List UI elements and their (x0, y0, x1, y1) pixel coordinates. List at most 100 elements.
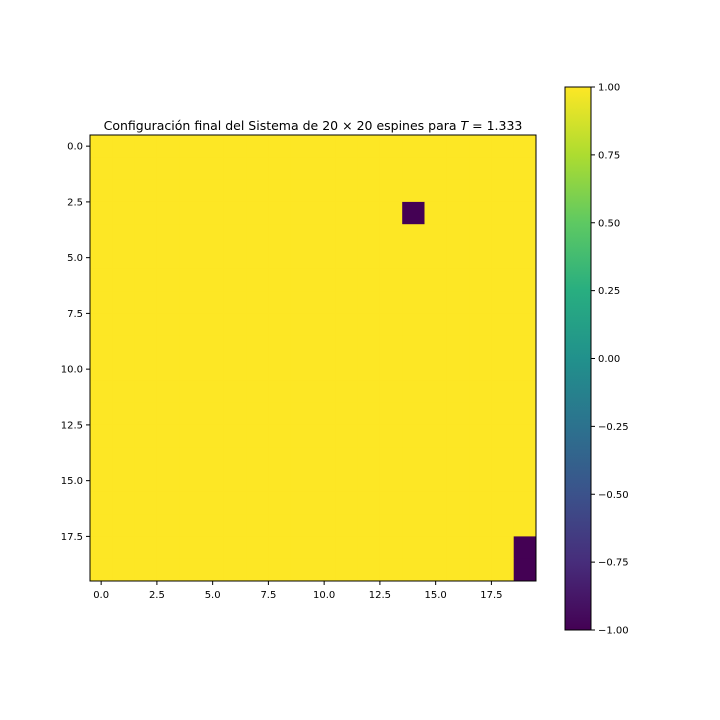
heatmap-cell (424, 358, 448, 381)
heatmap-cell (446, 514, 470, 537)
heatmap-cell (313, 201, 336, 225)
heatmap-cell (379, 469, 403, 493)
heatmap-cell (112, 224, 135, 247)
colorbar-tick-label: −0.25 (598, 422, 629, 433)
heatmap-cell (290, 358, 314, 381)
heatmap-cell (268, 380, 292, 403)
heatmap-cell (335, 424, 358, 448)
heatmap-cell (446, 447, 470, 470)
x-tick-label: 2.5 (149, 590, 165, 601)
heatmap-cell (223, 135, 247, 158)
heatmap-cell (491, 447, 515, 470)
heatmap-cell (290, 558, 314, 582)
heatmap-cell (179, 179, 202, 203)
heatmap-cell (357, 179, 381, 203)
heatmap-cell (223, 268, 247, 292)
heatmap-cell (90, 179, 113, 203)
heatmap-cell (379, 402, 403, 426)
heatmap-cell (335, 268, 358, 292)
heatmap-cell (469, 358, 492, 381)
heatmap-cell (246, 224, 269, 247)
heatmap-cell (268, 514, 292, 537)
heatmap-cell (156, 424, 180, 448)
heatmap-cell (246, 335, 269, 359)
heatmap-cell (201, 179, 225, 203)
heatmap-cell (90, 335, 113, 359)
heatmap-cell (179, 447, 202, 470)
heatmap-cell (134, 201, 158, 225)
heatmap-cell (134, 291, 158, 314)
heatmap-cell (179, 514, 202, 537)
y-tick-label: 12.5 (61, 420, 83, 431)
heatmap-cell (513, 358, 537, 381)
colorbar-tick-label: 0.75 (598, 150, 620, 161)
heatmap-cell (268, 424, 292, 448)
heatmap-cell (179, 246, 202, 270)
heatmap-cell (491, 536, 515, 560)
heatmap-cell (491, 358, 515, 381)
heatmap-cell (424, 313, 448, 337)
heatmap-cell (513, 491, 537, 515)
heatmap-cell (402, 424, 425, 448)
heatmap-cell (469, 291, 492, 314)
heatmap-cell (134, 179, 158, 203)
heatmap-cell (491, 380, 515, 403)
heatmap-cell (491, 313, 515, 337)
heatmap-cell (223, 402, 247, 426)
heatmap-cell (134, 402, 158, 426)
heatmap-cell (313, 157, 336, 180)
heatmap-cell (357, 358, 381, 381)
heatmap-cell (112, 491, 135, 515)
heatmap-cell (469, 469, 492, 493)
heatmap-cell (268, 157, 292, 180)
heatmap-cell (402, 358, 425, 381)
heatmap-cell (290, 469, 314, 493)
heatmap-cell (513, 224, 537, 247)
heatmap-cell (179, 268, 202, 292)
heatmap-cell (246, 135, 269, 158)
heatmap-cell (268, 313, 292, 337)
heatmap-cell (446, 224, 470, 247)
heatmap-cell (223, 157, 247, 180)
heatmap-cell (491, 135, 515, 158)
heatmap-cell (379, 224, 403, 247)
heatmap-cell (90, 558, 113, 582)
heatmap-cell (90, 358, 113, 381)
heatmap-cell (134, 558, 158, 582)
heatmap-cell (424, 179, 448, 203)
heatmap-cell (112, 469, 135, 493)
x-tick-label: 15.0 (425, 590, 447, 601)
heatmap-cell (513, 268, 537, 292)
heatmap-cell (446, 558, 470, 582)
heatmap-cell (513, 424, 537, 448)
heatmap-cell (402, 201, 425, 225)
heatmap-cell (179, 157, 202, 180)
heatmap-cell (402, 224, 425, 247)
heatmap-cell (313, 536, 336, 560)
heatmap-cell (402, 335, 425, 359)
x-tick-label: 0.0 (93, 590, 109, 601)
heatmap-cell (424, 201, 448, 225)
heatmap-cell (112, 179, 135, 203)
heatmap-cell (513, 157, 537, 180)
heatmap-cell (223, 224, 247, 247)
heatmap-cell (313, 291, 336, 314)
heatmap-cell (179, 469, 202, 493)
heatmap-cell (112, 157, 135, 180)
heatmap-cell (379, 246, 403, 270)
heatmap-cell (112, 447, 135, 470)
heatmap-cell (335, 246, 358, 270)
heatmap-cell (402, 514, 425, 537)
heatmap-cell (424, 135, 448, 158)
x-tick-label: 12.5 (369, 590, 391, 601)
heatmap-cell (90, 157, 113, 180)
heatmap-cell (424, 491, 448, 515)
heatmap-cell (268, 447, 292, 470)
heatmap-cell (357, 380, 381, 403)
heatmap-cell (491, 402, 515, 426)
heatmap-cell (446, 179, 470, 203)
heatmap-cell (424, 424, 448, 448)
heatmap-cell (446, 402, 470, 426)
heatmap-cell (424, 469, 448, 493)
